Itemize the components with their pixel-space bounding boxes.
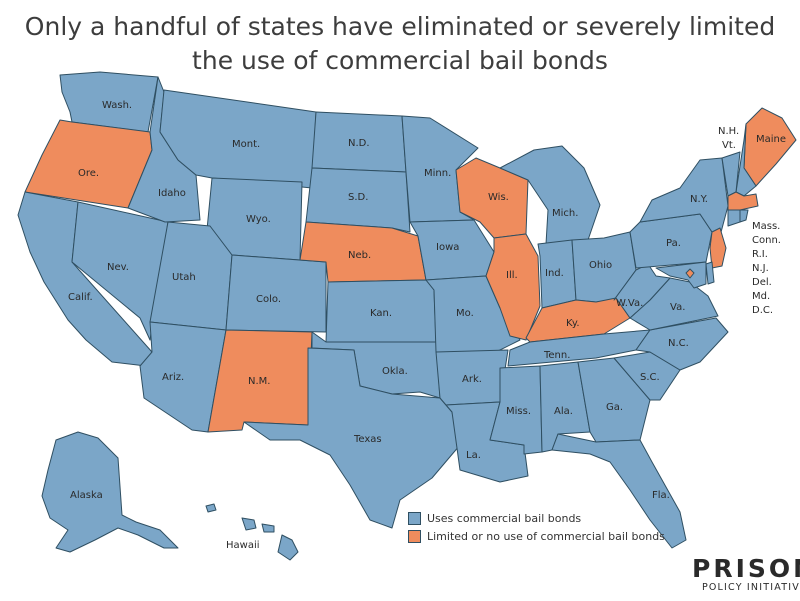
title-line-2: the use of commercial bail bonds: [192, 46, 608, 75]
label-texas: Texas: [353, 434, 382, 445]
label-wyo: Wyo.: [246, 214, 271, 225]
label-utah: Utah: [172, 272, 196, 283]
brand-line-1: PRISON: [692, 554, 800, 583]
label-ill: Ill.: [506, 270, 518, 281]
state-sc: [613, 351, 681, 401]
state-fla: [551, 433, 687, 549]
state-ny: [639, 157, 729, 237]
label-ky: Ky.: [566, 318, 580, 329]
label-wva: W.Va.: [616, 298, 643, 309]
state-conn: [727, 209, 741, 227]
label-mass: Mass.: [752, 221, 780, 232]
label-wash: Wash.: [102, 100, 132, 111]
label-mo: Mo.: [456, 308, 474, 319]
state-md: [655, 261, 707, 289]
legend: Uses commercial bail bonds Limited or no…: [408, 509, 665, 545]
label-mont: Mont.: [232, 139, 260, 150]
label-nj: N.J.: [752, 263, 769, 274]
hawaii-island-2: [241, 517, 257, 531]
legend-item-uses: Uses commercial bail bonds: [408, 509, 665, 527]
title-line-1: Only a handful of states have eliminated…: [24, 12, 776, 41]
state-hawaii: [277, 534, 299, 561]
label-la: La.: [466, 450, 481, 461]
state-texas: [243, 347, 461, 529]
label-hawaii: Hawaii: [226, 540, 260, 551]
label-conn: Conn.: [752, 235, 781, 246]
legend-swatch-uses: [408, 511, 421, 525]
label-ohio: Ohio: [589, 260, 612, 271]
state-del: [705, 261, 715, 285]
state-nev: [71, 201, 169, 341]
label-va: Va.: [670, 302, 685, 313]
state-mich: [499, 145, 601, 245]
label-md: Md.: [752, 291, 770, 302]
state-nj: [709, 227, 727, 269]
state-dc: [685, 268, 695, 279]
label-nm: N.M.: [248, 376, 270, 387]
hawaii-island-4: [205, 503, 217, 513]
label-neb: Neb.: [348, 250, 371, 261]
legend-item-limited: Limited or no use of commercial bail bon…: [408, 527, 665, 545]
label-ind: Ind.: [545, 268, 564, 279]
label-sd: S.D.: [348, 192, 368, 203]
label-miss: Miss.: [506, 406, 531, 417]
label-tenn: Tenn.: [543, 350, 570, 361]
label-wis: Wis.: [488, 192, 509, 203]
label-nev: Nev.: [107, 262, 129, 273]
brand-line-2: POLICY INITIATIVE: [701, 582, 800, 593]
label-ga: Ga.: [606, 402, 623, 413]
legend-label-uses: Uses commercial bail bonds: [427, 511, 582, 525]
label-nh: N.H.: [718, 126, 739, 137]
label-minn: Minn.: [424, 168, 451, 179]
label-dc: D.C.: [752, 305, 773, 316]
state-sd: [305, 167, 411, 233]
label-idaho: Idaho: [158, 188, 186, 199]
label-ny: N.Y.: [690, 194, 708, 205]
label-calif: Calif.: [68, 292, 93, 303]
label-ark: Ark.: [462, 374, 482, 385]
label-maine: Maine: [756, 134, 786, 145]
label-iowa: Iowa: [436, 242, 459, 253]
legend-swatch-limited: [408, 529, 421, 543]
label-vt: Vt.: [722, 140, 736, 151]
label-ala: Ala.: [554, 406, 573, 417]
label-fla: Fla.: [652, 490, 670, 501]
label-sc: S.C.: [640, 372, 660, 383]
label-mich: Mich.: [552, 208, 578, 219]
state-ill: [485, 233, 541, 341]
label-nd: N.D.: [348, 138, 370, 149]
label-kan: Kan.: [370, 308, 392, 319]
map-title: Only a handful of states have eliminated…: [0, 10, 800, 78]
label-pa: Pa.: [666, 238, 681, 249]
label-del: Del.: [752, 277, 772, 288]
label-nc: N.C.: [668, 338, 689, 349]
state-shapes: [17, 71, 797, 561]
state-alaska: [41, 431, 179, 553]
label-ri: R.I.: [752, 249, 768, 260]
legend-label-limited: Limited or no use of commercial bail bon…: [427, 529, 665, 543]
state-labels: Wash. Ore. Calif. Nev. Idaho Mont. Wyo. …: [68, 100, 786, 551]
state-ri: [739, 209, 749, 223]
state-maine: [743, 107, 797, 187]
label-alaska: Alaska: [70, 490, 103, 501]
hawaii-island-3: [261, 523, 275, 533]
prison-policy-initiative-logo: PRISON POLICY INITIATIVE: [692, 556, 800, 594]
label-colo: Colo.: [256, 294, 281, 305]
label-ore: Ore.: [78, 168, 99, 179]
label-ariz: Ariz.: [162, 372, 184, 383]
label-okla: Okla.: [382, 366, 408, 377]
